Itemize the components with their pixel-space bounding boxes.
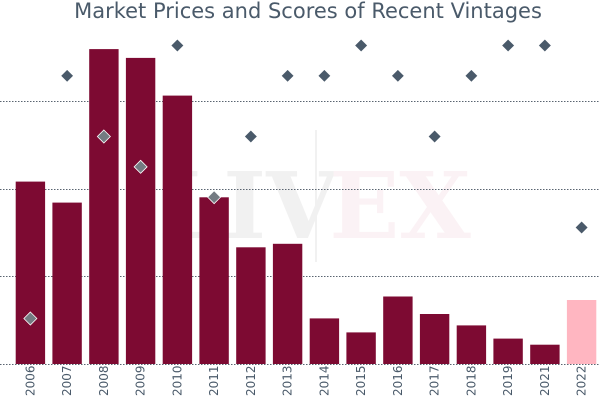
bar-2013 [272, 243, 303, 364]
score-point-2010 [170, 38, 185, 53]
score-point-2011 [207, 190, 222, 205]
bar-2009 [125, 57, 156, 365]
x-tick-label: 2012 [244, 365, 258, 396]
score-series [23, 38, 589, 326]
watermark-right-text: EX [329, 152, 471, 260]
bar-2015 [346, 332, 376, 364]
bar-2018 [456, 325, 487, 364]
bar-2008 [89, 49, 119, 364]
bar-2011 [199, 197, 229, 364]
x-tick-label: 2006 [23, 365, 37, 396]
score-point-2007 [60, 68, 75, 83]
score-point-2006 [23, 311, 38, 326]
x-tick-label: 2009 [134, 365, 148, 396]
x-tick-label: 2013 [281, 365, 295, 396]
score-point-2014 [317, 68, 332, 83]
bar-2022 [566, 300, 597, 364]
x-tick-label: 2021 [538, 365, 552, 396]
bar-2012 [236, 247, 266, 364]
score-point-2022 [574, 220, 589, 235]
x-tick-label: 2011 [207, 365, 221, 396]
score-point-2018 [464, 68, 479, 83]
bar-2021 [530, 344, 560, 364]
bar-2014 [309, 318, 340, 364]
x-tick-label: 2018 [464, 365, 478, 396]
score-point-2017 [427, 129, 442, 144]
bar-2010 [162, 95, 193, 364]
x-tick-label: 2016 [391, 365, 405, 396]
x-tick-label: 2008 [97, 365, 111, 396]
x-tick-label: 2015 [354, 365, 368, 396]
score-point-2016 [390, 68, 405, 83]
x-tick-label: 2010 [170, 365, 184, 396]
bar-2006 [15, 181, 46, 364]
x-tick-label: 2022 [575, 365, 589, 396]
bar-2019 [493, 338, 523, 364]
x-tick-label: 2007 [60, 365, 74, 396]
score-point-2009 [133, 159, 148, 174]
score-point-2015 [354, 38, 369, 53]
bar-2007 [52, 202, 82, 364]
score-point-2012 [243, 129, 258, 144]
score-point-2021 [537, 38, 552, 53]
chart-title: Market Prices and Scores of Recent Vinta… [74, 0, 542, 23]
bar-2017 [419, 314, 450, 364]
score-point-2008 [96, 129, 111, 144]
bar-series [15, 49, 597, 365]
score-point-2013 [280, 68, 295, 83]
x-tick-label: 2019 [501, 365, 515, 396]
x-tick-label: 2014 [317, 365, 331, 396]
x-tick-label: 2017 [428, 365, 442, 396]
x-axis-ticks: 2006 2007 2008 2009 2010 2011 2012 2013 2014 2015… [23, 365, 588, 396]
bar-2016 [383, 296, 413, 364]
score-point-2019 [501, 38, 516, 53]
